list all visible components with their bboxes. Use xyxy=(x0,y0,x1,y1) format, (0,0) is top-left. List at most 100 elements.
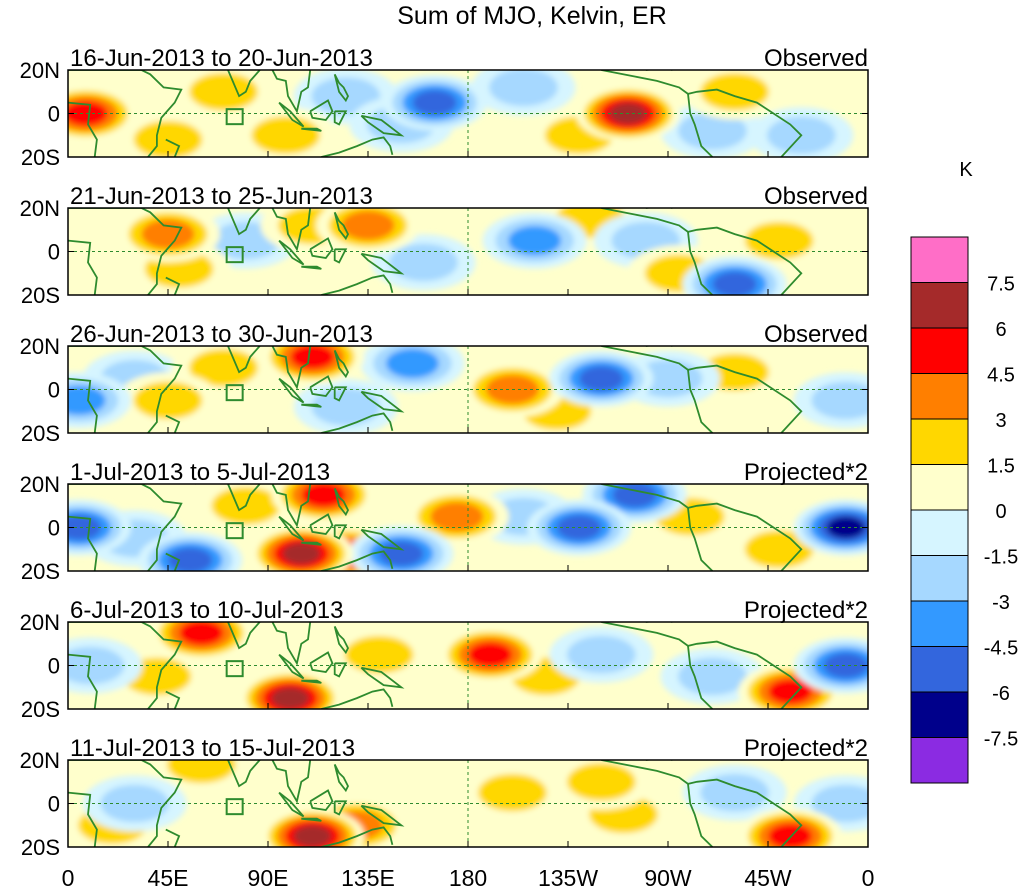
panel-type-label: Projected*2 xyxy=(744,735,868,762)
colorbar-swatch xyxy=(910,282,969,329)
anomaly-contour xyxy=(811,784,868,823)
colorbar-swatch xyxy=(910,464,969,511)
coastline xyxy=(278,653,305,680)
colorbar-swatch xyxy=(910,236,969,283)
coastline xyxy=(687,783,714,847)
coastline xyxy=(68,622,183,709)
coastline xyxy=(601,760,803,847)
coastline xyxy=(601,484,803,571)
coastline xyxy=(68,515,98,571)
coastline xyxy=(194,208,312,252)
anomaly-contour xyxy=(633,359,703,398)
lat-label: 0 xyxy=(48,654,60,679)
anomaly-contour xyxy=(478,773,547,812)
lat-label: 20N xyxy=(20,472,60,497)
colorbar-label: 4.5 xyxy=(987,365,1015,387)
coastline xyxy=(301,679,322,684)
coastline xyxy=(333,386,348,402)
anomaly-contour xyxy=(612,484,657,508)
colorbar-swatch xyxy=(910,646,969,693)
map-panel: 20N 0 20S 21-Jun-2013 to 25-Jun-2013 Observe… xyxy=(20,183,869,308)
coastline xyxy=(165,828,181,847)
anomaly-contour xyxy=(744,221,814,260)
panel-type-label: Observed xyxy=(764,45,868,72)
coastline xyxy=(301,403,322,408)
coastline xyxy=(601,622,803,709)
anomaly-contour xyxy=(811,381,868,420)
lat-label: 20S xyxy=(21,697,60,722)
anomaly-contour xyxy=(167,760,236,784)
coastline xyxy=(301,541,322,546)
map-panel: 20N 0 20S 6-Jul-2013 to 10-Jul-2013 Projecte… xyxy=(20,597,869,722)
colorbar-swatch xyxy=(910,737,969,784)
lat-label: 20N xyxy=(20,334,60,359)
anomaly-contour xyxy=(700,773,769,812)
lat-label: 0 xyxy=(48,378,60,403)
anomaly-contour xyxy=(293,825,332,847)
anomaly-contour xyxy=(823,653,868,678)
lat-label: 20N xyxy=(20,196,60,221)
anomaly-contour xyxy=(768,823,813,847)
coastline xyxy=(360,114,405,137)
anomaly-contour xyxy=(68,515,102,540)
anomaly-contour xyxy=(344,635,414,674)
lat-label: 20N xyxy=(20,58,60,83)
coastline xyxy=(165,552,181,571)
anomaly-contour xyxy=(133,120,203,157)
coastline xyxy=(165,276,181,295)
lon-label: 45W xyxy=(744,865,792,889)
anomaly-field xyxy=(68,622,868,709)
coastline xyxy=(301,817,322,822)
anomaly-contour xyxy=(567,635,636,674)
coastline xyxy=(333,487,350,517)
coastline xyxy=(360,666,405,689)
coastlines xyxy=(68,484,803,571)
lat-label: 20N xyxy=(20,748,60,773)
coastline xyxy=(165,690,181,709)
coastline xyxy=(601,346,803,433)
anomaly-contour xyxy=(678,657,747,696)
colorbar-label: 1.5 xyxy=(987,456,1015,478)
coastline xyxy=(301,265,322,270)
coastline xyxy=(68,208,183,295)
colorbar-unit: K xyxy=(959,159,973,181)
coastline xyxy=(333,625,350,655)
anomaly-contour xyxy=(189,72,258,111)
lon-label: 135W xyxy=(538,865,598,889)
coastline xyxy=(687,93,714,157)
coastline xyxy=(601,208,803,295)
index-box xyxy=(225,246,244,264)
lon-label: 90E xyxy=(248,865,289,889)
map-panel: 20N 0 20S 11-Jul-2013 to 15-Jul-2013 Project… xyxy=(20,735,869,860)
coastline xyxy=(68,377,98,433)
coastline xyxy=(165,138,181,157)
coastline xyxy=(360,804,405,827)
lon-label: 180 xyxy=(449,865,487,889)
panel-date-range: 21-Jun-2013 to 25-Jun-2013 xyxy=(70,183,373,210)
anomaly-contour xyxy=(468,642,513,667)
longitude-axis: 0 45E 90E 135E 180 135W 90W 45W 0 xyxy=(62,865,875,889)
lat-label: 0 xyxy=(48,102,60,127)
colorbar-label: 7.5 xyxy=(987,274,1015,296)
coastline xyxy=(333,763,350,793)
colorbar-label: 0 xyxy=(995,501,1006,523)
anomaly-contour xyxy=(168,547,213,571)
coastline xyxy=(321,826,394,847)
lat-label: 20S xyxy=(21,559,60,584)
coastline xyxy=(321,688,394,709)
anomaly-contour xyxy=(700,72,769,111)
anomaly-contour xyxy=(430,501,484,532)
index-box xyxy=(225,660,244,678)
lon-label: 0 xyxy=(862,865,875,889)
anomaly-contour xyxy=(412,90,457,115)
anomaly-contour xyxy=(341,210,395,241)
coastline xyxy=(278,377,305,404)
colorbar-swatch xyxy=(910,327,969,374)
coastline xyxy=(687,645,714,709)
index-box xyxy=(225,384,244,402)
lat-label: 20S xyxy=(21,835,60,860)
coastline xyxy=(321,136,394,157)
anomaly-contour xyxy=(133,381,203,420)
coastline xyxy=(333,349,350,379)
